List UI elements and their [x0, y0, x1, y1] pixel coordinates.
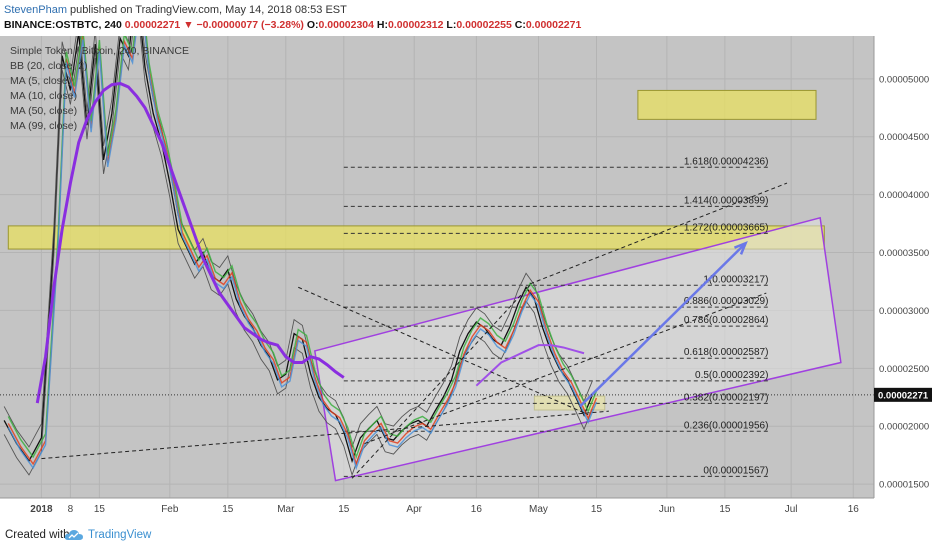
time-tick-6: 15 [338, 504, 350, 515]
trendline-upper-dashed [530, 182, 788, 285]
indicator-label-3: MA (10, close) [10, 90, 77, 102]
time-axis[interactable]: 2018 8 15 Feb 15 Mar 15 Apr 16 May 15 Jun 15 Jul 16 [0, 497, 874, 515]
price-change: ▼ −0.00000077 (−3.28%) [183, 19, 304, 31]
price-tick-7: 0.00005000 [879, 74, 929, 85]
last-price: 0.00002271 [124, 19, 181, 31]
indicator-label-5: MA (99, close) [10, 120, 77, 132]
indicator-label-4: MA (50, close) [10, 105, 77, 117]
ohlc-low-value: 0.00002255 [456, 19, 512, 31]
price-tick-5: 0.00004000 [879, 190, 929, 201]
ohlc-high-value: 0.00002312 [388, 19, 444, 31]
ma50-recent-line [475, 344, 585, 387]
ohlc-open-value: 0.00002304 [318, 19, 374, 31]
indicator-label-0: Simple Token / Bitcoin, 240, BINANCE [10, 45, 189, 57]
time-axis-background [0, 498, 874, 520]
publish-line: StevenPham published on TradingView.com,… [4, 4, 347, 16]
price-tick-1: 0.00002000 [879, 422, 929, 433]
price-tick-3: 0.00003000 [879, 306, 929, 317]
target-zone [637, 89, 817, 120]
channel-layer [313, 216, 842, 482]
trendline-mid-channel [364, 292, 767, 445]
tradingview-brand[interactable]: TradingView [88, 529, 152, 541]
trendline-wedge-bottom [351, 284, 531, 479]
fib-label-0.786: 0.786(0.00002864) [684, 315, 769, 326]
fib-label-1.272: 1.272(0.00003665) [684, 222, 769, 233]
tradingview-cloud-icon [64, 530, 83, 540]
fib-label-0.618: 0.618(0.00002587) [684, 347, 769, 358]
current-price-tag [874, 387, 932, 402]
fibonacci-layer: 0(0.00001567) 0.236(0.00001956) 0.382(0.00… [343, 156, 771, 477]
fib-label-1.618: 1.618(0.00004236) [684, 156, 769, 167]
fib-label-0.886: 0.886(0.00003029) [684, 296, 769, 307]
ohlc-close-value: 0.00002271 [525, 19, 582, 31]
indicator-label-2: MA (5, close) [10, 75, 71, 87]
symbol-label: BINANCE:OSTBTC, 240 [4, 19, 122, 31]
fib-label-1.414: 1.414(0.00003899) [684, 195, 769, 206]
price-chart[interactable]: 0(0.00001567) 0.236(0.00001956) 0.382(0.00… [0, 36, 932, 520]
ma99-line [35, 81, 345, 404]
ma-line-1 [7, 36, 598, 460]
time-tick-7: Apr [406, 504, 422, 515]
time-tick-10: 15 [591, 504, 603, 515]
time-tick-14: 16 [848, 504, 860, 515]
fib-label-0.5: 0.5(0.00002392) [695, 370, 768, 381]
time-tick-0: 2018 [30, 504, 53, 515]
ohlc-low-label: L: [446, 19, 457, 31]
time-tick-5: Mar [277, 504, 295, 515]
fib-label-0.382: 0.382(0.00002197) [684, 392, 769, 403]
price-axis-background [874, 36, 932, 520]
time-tick-9: May [529, 504, 548, 515]
indicator-legend: Simple Token / Bitcoin, 240, BINANCE BB (… [10, 45, 189, 132]
price-tick-4: 0.00003500 [879, 248, 929, 259]
current-price-tag-label: 0.00002271 [878, 390, 929, 401]
fib-label-0.236: 0.236(0.00001956) [684, 420, 769, 431]
time-tick-8: 16 [471, 504, 483, 515]
ohlc-high-label: H: [376, 19, 389, 31]
created-with-text: Created with [5, 529, 70, 541]
price-tick-2: 0.00002500 [879, 364, 929, 375]
symbol-line: BINANCE:OSTBTC, 240 0.00002271 ▼ −0.0000… [4, 19, 581, 31]
fib-label-0: 0(0.00001567) [703, 465, 768, 476]
time-tick-1: 8 [68, 504, 74, 515]
bb-lower-line [3, 36, 593, 477]
time-tick-13: Jul [785, 504, 798, 515]
fib-label-1: 1(0.00003217) [703, 274, 768, 285]
price-tick-0: 0.00001500 [879, 480, 929, 491]
projection-arrow-head [733, 241, 748, 255]
trendline-wedge-top [298, 286, 589, 416]
series-layer [3, 36, 598, 477]
resistance-zone [7, 225, 825, 250]
trendline-long-support [41, 410, 609, 460]
projection-arrow-shaft [579, 242, 747, 408]
author-link[interactable]: StevenPham [4, 4, 67, 16]
trendline-layer [0, 182, 874, 479]
footer: Created with TradingView [0, 520, 932, 550]
indicator-label-1: BB (20, close, 2) [10, 60, 88, 72]
published-text: published on TradingView.com, May 14, 20… [70, 4, 347, 16]
price-axis[interactable]: 0.00001500 0.00002000 0.00002500 0.00003000… [873, 36, 932, 498]
time-tick-11: Jun [659, 504, 675, 515]
ohlc-open-label: O: [306, 19, 319, 31]
time-tick-2: 15 [94, 504, 106, 515]
chart-header: StevenPham published on TradingView.com,… [0, 0, 932, 36]
time-tick-4: 15 [222, 504, 234, 515]
time-tick-3: Feb [161, 504, 179, 515]
price-channel [313, 216, 842, 482]
time-tick-12: 15 [719, 504, 731, 515]
price-tick-6: 0.00004500 [879, 132, 929, 143]
ohlc-close-label: C: [514, 19, 526, 31]
zones-layer [7, 89, 825, 411]
